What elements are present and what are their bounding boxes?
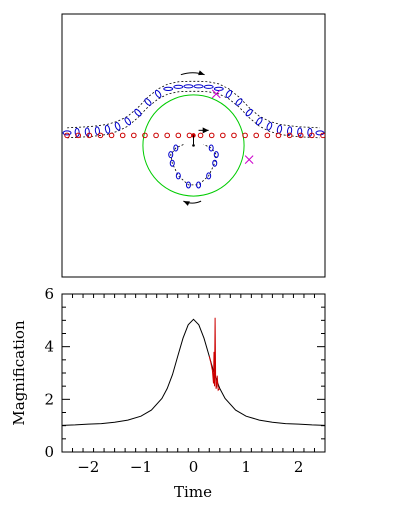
outer-image bbox=[62, 130, 72, 136]
einstein-ring bbox=[142, 94, 245, 197]
outer-image bbox=[173, 84, 184, 89]
source-position bbox=[242, 132, 248, 139]
source-direction-arrow-head bbox=[202, 127, 209, 134]
inner-image bbox=[212, 159, 218, 167]
source-position bbox=[253, 132, 260, 139]
planet-mark bbox=[211, 89, 221, 99]
y-tick-label: 0 bbox=[44, 443, 54, 461]
outer-image bbox=[276, 124, 283, 134]
source-position bbox=[208, 132, 215, 139]
outer-image bbox=[266, 121, 273, 131]
inner-image bbox=[185, 181, 191, 189]
outer-image bbox=[163, 86, 174, 91]
outer-image bbox=[193, 84, 204, 89]
x-tick-label: 2 bbox=[294, 458, 304, 476]
light-curve-single-lens bbox=[61, 318, 326, 426]
source-position bbox=[142, 132, 148, 139]
image-motion-arrow-head bbox=[198, 70, 205, 76]
source-position bbox=[264, 132, 271, 139]
source-position bbox=[175, 132, 182, 139]
lens-plane-marks bbox=[62, 70, 325, 206]
source-position bbox=[220, 132, 226, 139]
outer-image bbox=[114, 121, 121, 131]
source-position bbox=[320, 132, 325, 139]
outer-image bbox=[255, 117, 263, 126]
outer-image bbox=[297, 127, 303, 137]
inner-image bbox=[208, 144, 214, 152]
light-curve-planetary bbox=[208, 317, 221, 392]
y-tick-label: 4 bbox=[44, 338, 54, 356]
source-position bbox=[275, 132, 282, 139]
inner-image bbox=[196, 181, 202, 189]
source-position bbox=[64, 132, 70, 139]
x-tick-label: 0 bbox=[189, 458, 199, 476]
x-tick-label: −1 bbox=[130, 458, 152, 476]
inner-image bbox=[169, 159, 175, 167]
light-curve-frame bbox=[61, 293, 326, 453]
x-axis-title: Time bbox=[174, 483, 212, 501]
source-position bbox=[297, 132, 304, 139]
outer-image bbox=[134, 108, 142, 117]
planet-mark bbox=[244, 155, 254, 165]
source-position bbox=[153, 132, 159, 139]
source-position bbox=[75, 132, 81, 139]
y-tick-label: 2 bbox=[44, 390, 54, 408]
outer-image bbox=[74, 127, 80, 137]
outer-image bbox=[245, 108, 253, 117]
inner-image bbox=[213, 151, 219, 159]
outer-image bbox=[183, 84, 194, 89]
inner-image bbox=[168, 151, 174, 159]
x-tick-label: 1 bbox=[241, 458, 251, 476]
outer-image bbox=[154, 89, 162, 98]
inner-image-envelope bbox=[170, 144, 217, 186]
outer-image bbox=[213, 86, 224, 91]
source-position bbox=[131, 132, 137, 139]
x-tick-label: −2 bbox=[77, 458, 99, 476]
source-position bbox=[108, 132, 115, 139]
inner-image bbox=[173, 144, 179, 152]
light-curve-ticks: −2 −1 0 1 2 0 2 4 6 bbox=[44, 285, 326, 476]
light-curve-panel: −2 −1 0 1 2 0 2 4 6 Time Magnification bbox=[10, 285, 326, 501]
outer-image bbox=[287, 126, 293, 136]
y-axis-title: Magnification bbox=[10, 320, 28, 426]
source-position bbox=[309, 132, 315, 139]
inner-image bbox=[175, 172, 181, 180]
outer-image bbox=[225, 89, 233, 98]
outer-image bbox=[124, 117, 132, 126]
y-tick-label: 6 bbox=[44, 285, 54, 303]
outer-image-envelope-lower bbox=[67, 90, 320, 139]
source-position bbox=[197, 132, 204, 139]
outer-image bbox=[144, 98, 152, 106]
source-position bbox=[286, 132, 293, 139]
light-curve-marks bbox=[61, 317, 326, 426]
outer-image bbox=[104, 124, 111, 134]
source-position bbox=[231, 132, 237, 139]
source-position bbox=[86, 132, 93, 139]
source-position bbox=[164, 132, 170, 139]
lens-plane-content bbox=[62, 70, 325, 206]
source-position bbox=[119, 132, 126, 139]
lens-dot bbox=[192, 144, 195, 147]
image-motion-arrow-head bbox=[183, 201, 190, 206]
source-position bbox=[186, 132, 193, 139]
inner-image bbox=[206, 172, 212, 180]
outer-image bbox=[235, 98, 243, 106]
source-position bbox=[97, 132, 104, 139]
lens-plane-panel bbox=[61, 13, 326, 278]
outer-image-envelope-upper bbox=[67, 80, 320, 129]
lens-plane-frame bbox=[61, 13, 326, 278]
outer-image bbox=[203, 84, 214, 89]
outer-image bbox=[84, 127, 90, 137]
